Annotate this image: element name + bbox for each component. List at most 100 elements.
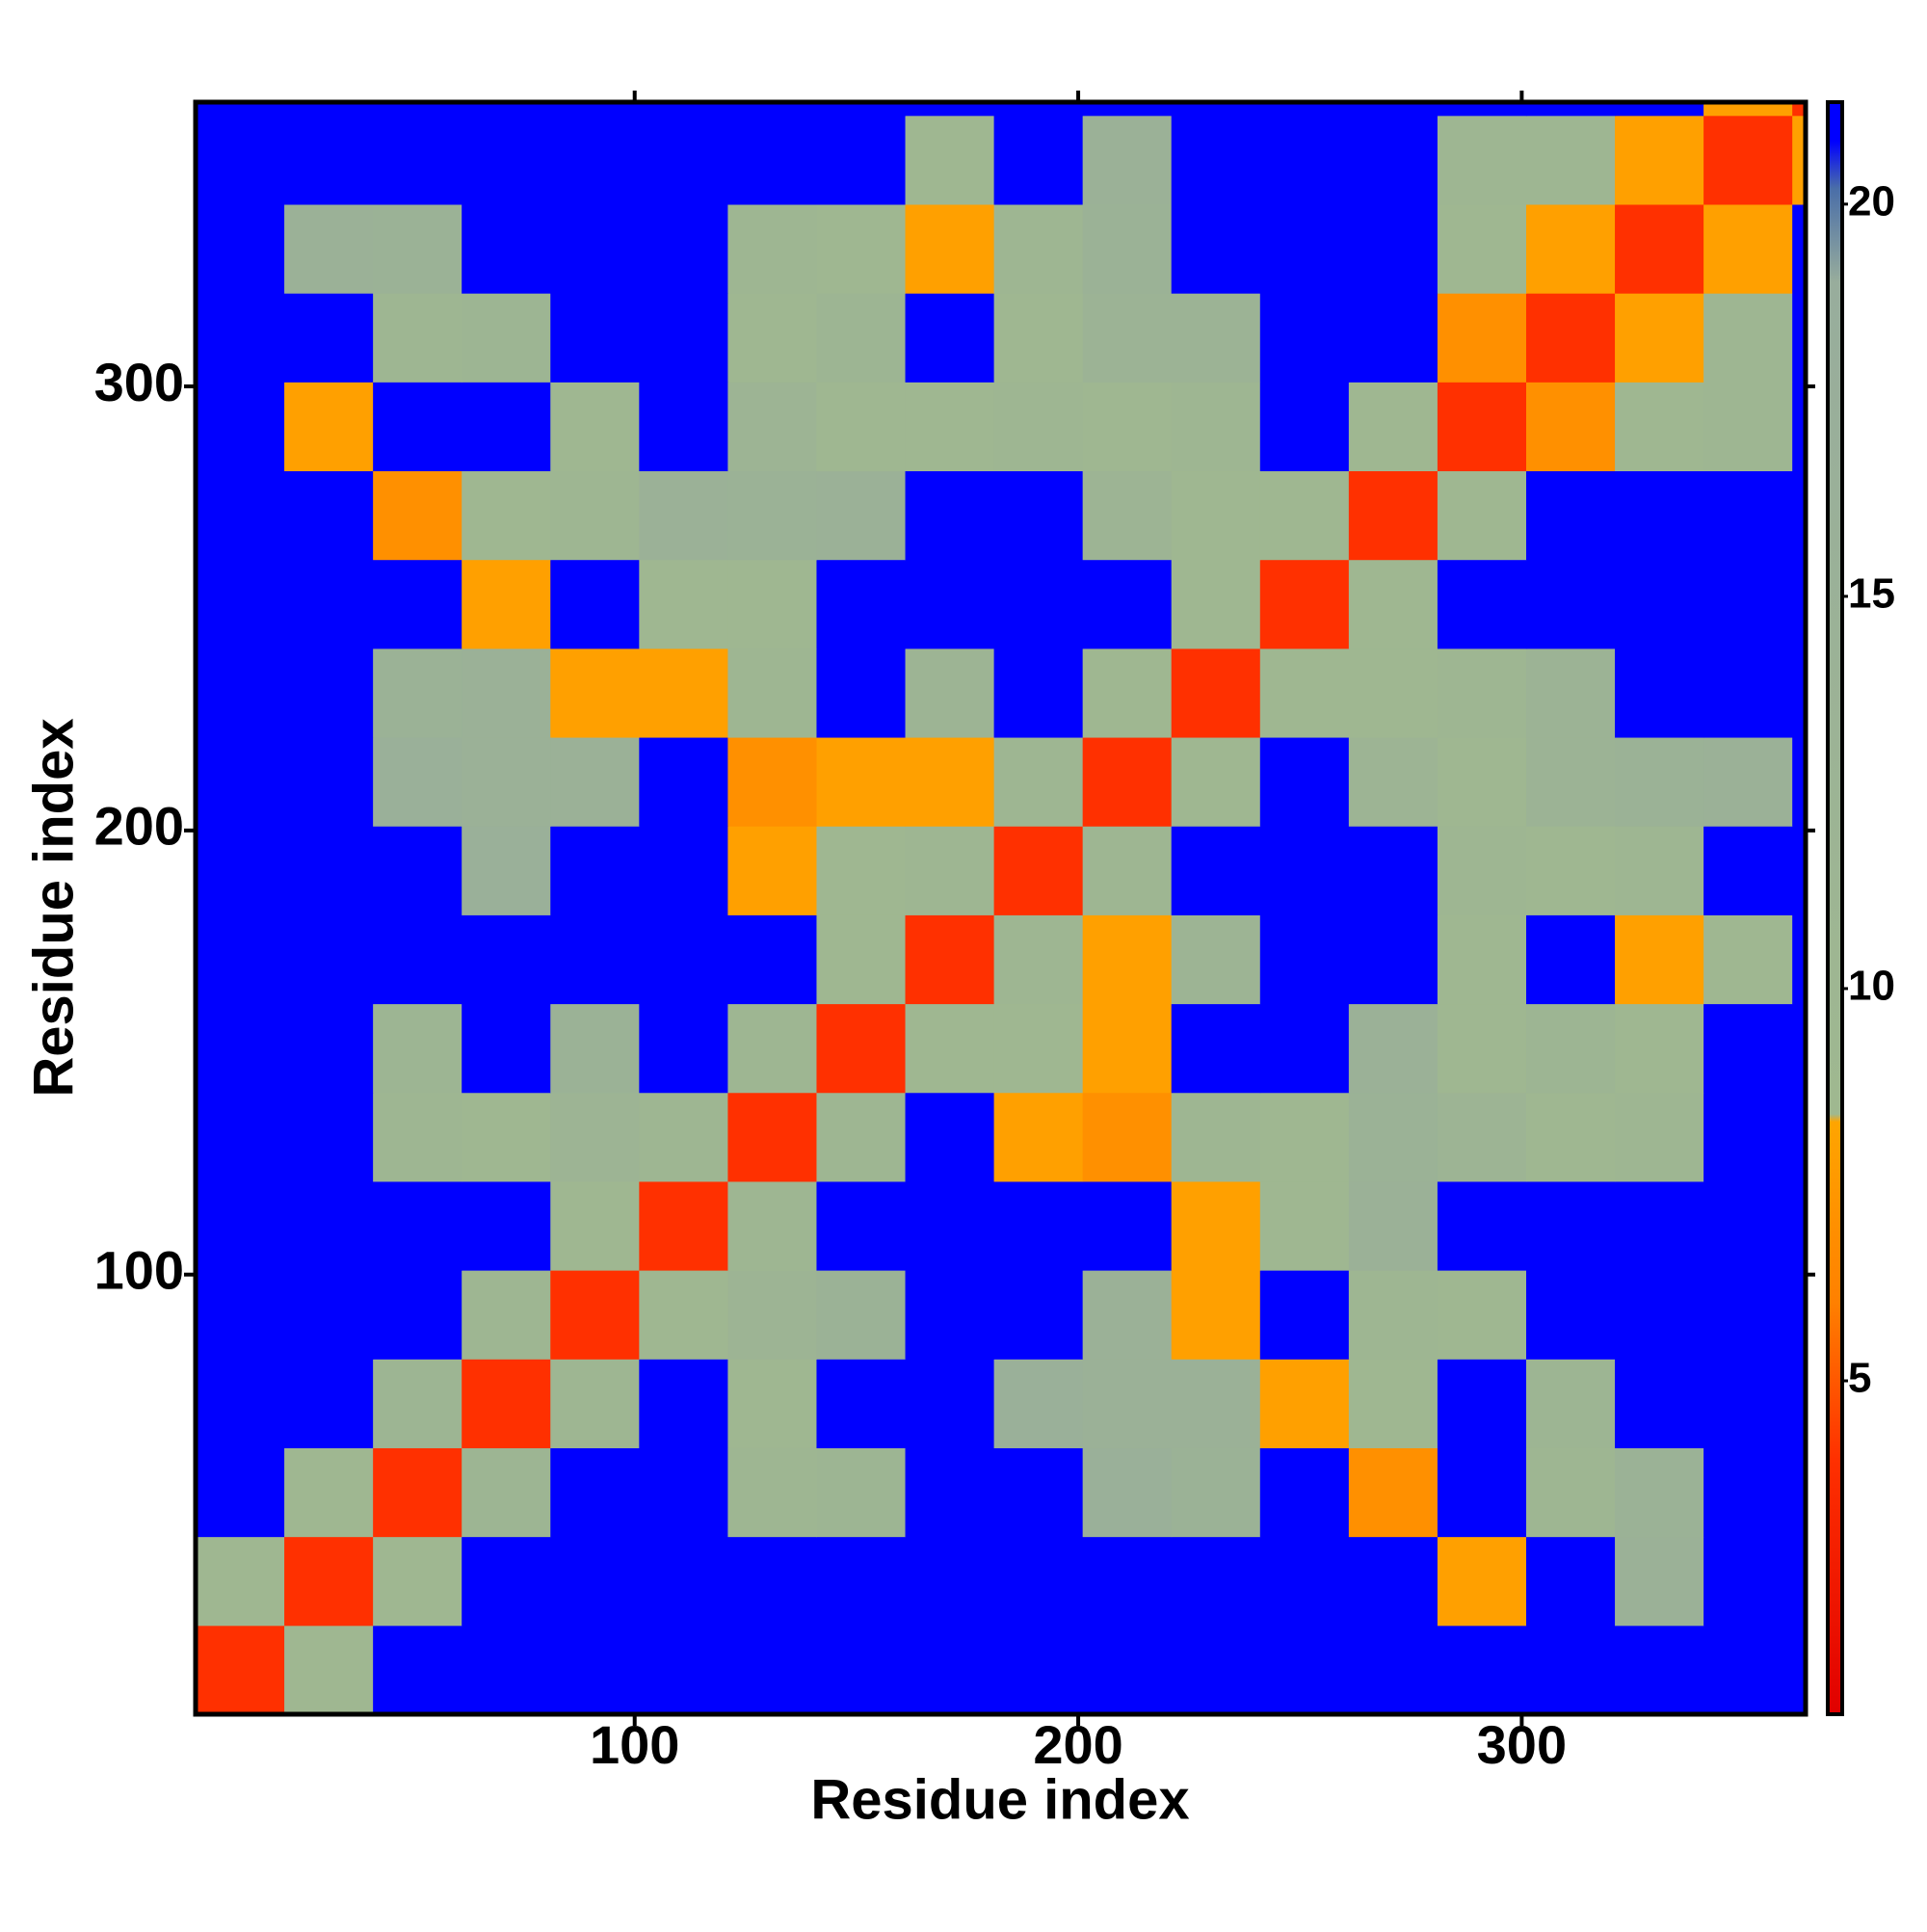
heatmap-cell — [373, 1536, 462, 1627]
heatmap-cell — [905, 737, 995, 827]
heatmap-cell — [196, 1003, 285, 1094]
colorbar-tick-label: 5 — [1848, 1355, 1871, 1402]
heatmap-cell — [196, 1359, 285, 1448]
heatmap-cell — [993, 1180, 1084, 1271]
heatmap-cell — [1703, 102, 1793, 117]
heatmap-cell — [550, 102, 640, 117]
heatmap-cell — [550, 470, 640, 561]
heatmap-cell — [373, 559, 462, 649]
heatmap-cell — [816, 914, 907, 1005]
heatmap-cell — [993, 102, 1084, 117]
heatmap-cell — [1082, 648, 1173, 738]
heatmap-cell — [727, 1536, 817, 1627]
heatmap-cell — [1082, 382, 1173, 472]
heatmap-cell — [284, 1180, 374, 1271]
heatmap-cell — [993, 914, 1084, 1005]
heatmap-cell — [1348, 1625, 1439, 1715]
heatmap-cell — [373, 115, 462, 205]
heatmap-cell — [1171, 826, 1261, 915]
heatmap-cell — [1525, 559, 1616, 649]
heatmap-cell — [462, 826, 551, 915]
heatmap-cell — [462, 1003, 551, 1094]
heatmap-cell — [196, 1270, 285, 1360]
heatmap-cell — [284, 115, 374, 205]
heatmap-cell — [550, 1447, 640, 1538]
heatmap-cell — [284, 1270, 374, 1360]
heatmap-cell — [639, 914, 728, 1005]
heatmap-cell — [1792, 648, 1807, 738]
heatmap-cell — [373, 1003, 462, 1094]
heatmap-cell — [816, 1180, 907, 1271]
heatmap-cell — [1525, 1359, 1616, 1448]
heatmap-cell — [1259, 115, 1350, 205]
heatmap-cell — [373, 293, 462, 383]
heatmap-cell — [1082, 1092, 1173, 1182]
heatmap-cell — [1259, 1359, 1350, 1448]
heatmap-cell — [1348, 648, 1439, 738]
heatmap-cell — [1171, 204, 1261, 294]
heatmap-cell — [196, 559, 285, 649]
heatmap-cell — [284, 1625, 374, 1715]
heatmap-cell — [816, 1625, 907, 1715]
heatmap-cell — [1792, 382, 1807, 472]
heatmap-cell — [1525, 382, 1616, 472]
heatmap-cell — [373, 1625, 462, 1715]
heatmap-cell — [905, 1270, 995, 1360]
heatmap-cell — [1525, 470, 1616, 561]
heatmap-cell — [1703, 1270, 1793, 1360]
heatmap-cell — [1082, 914, 1173, 1005]
heatmap-cell — [1525, 648, 1616, 738]
heatmap-cell — [816, 1092, 907, 1182]
heatmap-cell — [373, 1092, 462, 1182]
heatmap-cell — [1082, 1359, 1173, 1448]
heatmap-cell — [1525, 1092, 1616, 1182]
heatmap-cell — [905, 1092, 995, 1182]
heatmap-cell — [1615, 826, 1704, 915]
heatmap-cell — [284, 1536, 374, 1627]
heatmap-cell — [1348, 293, 1439, 383]
heatmap-cell — [1437, 470, 1527, 561]
heatmap-cell — [816, 115, 907, 205]
heatmap-cell — [1348, 204, 1439, 294]
heatmap-cell — [1171, 559, 1261, 649]
heatmap-cell — [196, 737, 285, 827]
heatmap-cell — [1348, 1180, 1439, 1271]
heatmap-cell — [639, 102, 728, 117]
heatmap-cell — [1437, 559, 1527, 649]
heatmap-cell — [550, 826, 640, 915]
heatmap-cell — [1437, 1625, 1527, 1715]
heatmap-cell — [1525, 1447, 1616, 1538]
heatmap-cell — [462, 1536, 551, 1627]
heatmap-cell — [196, 470, 285, 561]
heatmap-cell — [993, 1270, 1084, 1360]
heatmap-cell — [1525, 115, 1616, 205]
heatmap-cell — [727, 293, 817, 383]
heatmap-cell — [1437, 1092, 1527, 1182]
heatmap-cell — [727, 1359, 817, 1448]
heatmap-cell — [639, 1625, 728, 1715]
heatmap-cell — [196, 115, 285, 205]
heatmap-cell — [1171, 102, 1261, 117]
heatmap-cell — [639, 1092, 728, 1182]
heatmap-cell — [462, 914, 551, 1005]
heatmap-cell — [1259, 293, 1350, 383]
heatmap-cell — [639, 559, 728, 649]
heatmap-cell — [1792, 102, 1807, 117]
heatmap-cell — [284, 382, 374, 472]
plot-frame — [193, 99, 1808, 1717]
heatmap-cell — [1082, 102, 1173, 117]
heatmap-cell — [993, 204, 1084, 294]
heatmap-cell — [1703, 648, 1793, 738]
heatmap-cell — [1348, 470, 1439, 561]
heatmap-cell — [462, 293, 551, 383]
heatmap-cell — [1171, 737, 1261, 827]
heatmap-cell — [816, 293, 907, 383]
heatmap-cell — [727, 102, 817, 117]
heatmap-cell — [1348, 737, 1439, 827]
heatmap-cell — [1348, 1447, 1439, 1538]
heatmap-cell — [816, 559, 907, 649]
heatmap-cell — [1792, 1359, 1807, 1448]
heatmap-cell — [1792, 1180, 1807, 1271]
